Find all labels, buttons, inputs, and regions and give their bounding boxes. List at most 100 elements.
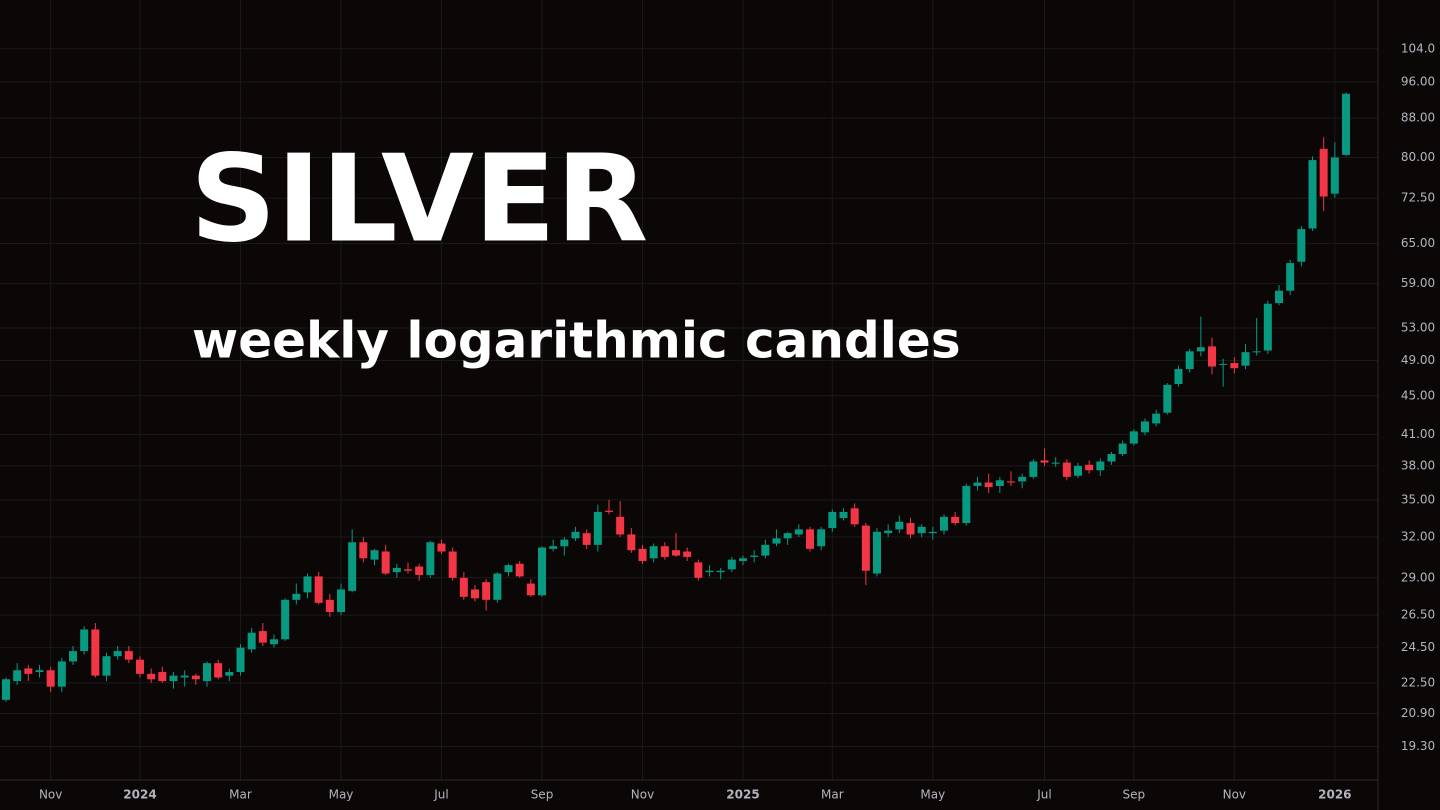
chart-subtitle: weekly logarithmic candles: [192, 312, 961, 370]
candle-body: [1174, 369, 1183, 385]
candle-body: [281, 599, 290, 640]
candle-body: [504, 565, 513, 573]
candle-body: [1085, 464, 1094, 471]
candle-body: [1230, 363, 1239, 369]
candle-body: [404, 569, 412, 571]
candle-body: [437, 543, 446, 552]
y-tick-label: 20.90: [1401, 706, 1435, 720]
candle-body: [917, 526, 926, 534]
candle-body: [370, 550, 379, 560]
candle-body: [415, 566, 424, 575]
y-tick-label: 96.00: [1401, 74, 1435, 88]
candle-body: [750, 555, 759, 557]
candle-body: [258, 631, 267, 643]
candle-body: [1018, 476, 1027, 482]
candle-body: [1062, 462, 1071, 477]
candle-body: [895, 521, 904, 530]
candle-body: [861, 525, 870, 571]
candle-body: [91, 629, 100, 676]
candle-body: [940, 516, 948, 531]
candle-body: [337, 589, 345, 613]
candle-body: [660, 546, 669, 557]
candle-body: [24, 668, 33, 674]
candle-body: [1308, 160, 1317, 229]
x-tick-label: 2024: [123, 788, 156, 802]
candle-body: [1141, 421, 1149, 433]
y-tick-label: 88.00: [1401, 110, 1435, 124]
candle-body: [102, 656, 111, 676]
candle-body: [1330, 157, 1339, 194]
candle-body: [1152, 413, 1161, 424]
candle-body: [538, 547, 546, 596]
candle-body: [739, 558, 747, 562]
candle-body: [471, 589, 479, 599]
candle-body: [225, 672, 234, 676]
candle-body: [426, 542, 435, 575]
candle-body: [593, 511, 602, 545]
candle-body: [1219, 363, 1228, 365]
x-tick-label: Mar: [229, 788, 252, 802]
candle-body: [962, 485, 971, 524]
x-tick-label: May: [329, 788, 354, 802]
candle-body: [35, 670, 44, 673]
candle-body: [526, 583, 535, 596]
y-tick-label: 32.00: [1401, 530, 1435, 544]
candle-body: [113, 651, 122, 657]
candle-body: [627, 534, 636, 551]
candle-body: [191, 675, 200, 680]
candle-body: [180, 675, 189, 678]
candle-body: [549, 546, 558, 549]
candle-body: [381, 551, 390, 574]
candle-body: [1286, 263, 1295, 291]
candle-body: [1196, 347, 1205, 352]
candle-body: [761, 544, 770, 556]
candle-body: [482, 582, 491, 600]
candle-body: [13, 670, 22, 682]
candle-body: [136, 659, 144, 674]
candle-body: [582, 533, 591, 545]
candle-body: [1263, 303, 1272, 351]
y-tick-label: 80.00: [1401, 150, 1435, 164]
candle-body: [783, 533, 792, 539]
candle-body: [236, 647, 245, 673]
candle-body: [1275, 290, 1283, 304]
x-tick-label: Mar: [821, 788, 844, 802]
candle-body: [515, 563, 524, 577]
x-tick-label: Jul: [1036, 788, 1051, 802]
y-tick-label: 72.50: [1401, 191, 1435, 205]
candle-body: [616, 516, 625, 535]
candle-body: [727, 559, 736, 570]
candle-body: [1185, 351, 1194, 370]
candle-body: [1096, 461, 1105, 471]
candle-body: [850, 508, 859, 525]
y-tick-label: 59.00: [1401, 276, 1435, 290]
y-tick-label: 38.00: [1401, 458, 1435, 472]
candle-body: [1040, 460, 1049, 463]
candle-body: [493, 573, 502, 600]
y-tick-label: 24.50: [1401, 640, 1435, 654]
y-tick-label: 22.50: [1401, 675, 1435, 689]
candle-body: [80, 629, 89, 652]
candle-body: [1208, 346, 1216, 367]
x-tick-label: Sep: [1123, 788, 1146, 802]
candle-body: [1074, 465, 1082, 476]
candle-body: [951, 516, 960, 524]
x-tick-label: Nov: [631, 788, 654, 802]
x-tick-label: Sep: [531, 788, 554, 802]
y-tick-label: 65.00: [1401, 236, 1435, 250]
candle-body: [1007, 481, 1015, 483]
candle-body: [348, 542, 357, 591]
candle-body: [605, 510, 613, 512]
candle-body: [292, 593, 301, 600]
candle-body: [984, 482, 993, 488]
candle-body: [1029, 461, 1038, 477]
chart-title: SILVER: [190, 131, 648, 270]
y-tick-label: 19.30: [1401, 739, 1435, 753]
candle-body: [973, 482, 982, 486]
candle-body: [303, 576, 312, 593]
candle-body: [1051, 462, 1060, 464]
x-tick-label: Nov: [1223, 788, 1246, 802]
candle-body: [158, 672, 167, 682]
